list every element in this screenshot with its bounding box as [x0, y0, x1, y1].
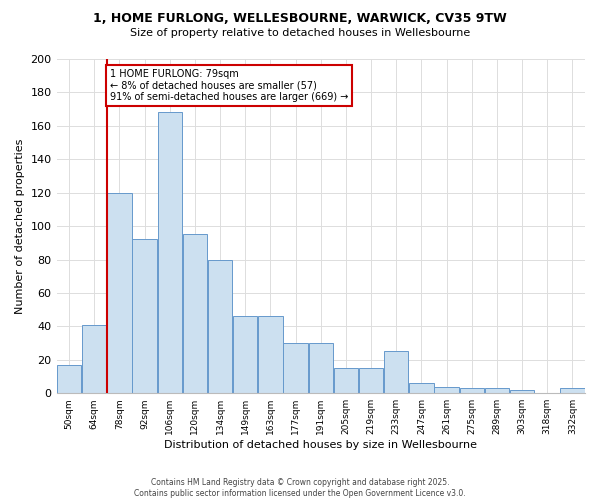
Bar — [308, 343, 333, 393]
Bar — [158, 112, 182, 393]
Bar — [510, 390, 534, 393]
Bar — [283, 343, 308, 393]
Bar — [334, 368, 358, 393]
Bar — [82, 324, 106, 393]
Bar — [183, 234, 207, 393]
Bar — [434, 386, 459, 393]
X-axis label: Distribution of detached houses by size in Wellesbourne: Distribution of detached houses by size … — [164, 440, 477, 450]
Bar — [384, 352, 409, 393]
Bar — [208, 260, 232, 393]
Bar — [233, 316, 257, 393]
Bar — [460, 388, 484, 393]
Text: Contains HM Land Registry data © Crown copyright and database right 2025.
Contai: Contains HM Land Registry data © Crown c… — [134, 478, 466, 498]
Text: Size of property relative to detached houses in Wellesbourne: Size of property relative to detached ho… — [130, 28, 470, 38]
Bar — [409, 383, 434, 393]
Bar — [57, 365, 82, 393]
Text: 1 HOME FURLONG: 79sqm
← 8% of detached houses are smaller (57)
91% of semi-detac: 1 HOME FURLONG: 79sqm ← 8% of detached h… — [110, 69, 348, 102]
Text: 1, HOME FURLONG, WELLESBOURNE, WARWICK, CV35 9TW: 1, HOME FURLONG, WELLESBOURNE, WARWICK, … — [93, 12, 507, 26]
Y-axis label: Number of detached properties: Number of detached properties — [15, 138, 25, 314]
Bar — [359, 368, 383, 393]
Bar — [485, 388, 509, 393]
Bar — [133, 240, 157, 393]
Bar — [560, 388, 584, 393]
Bar — [107, 192, 131, 393]
Bar — [258, 316, 283, 393]
